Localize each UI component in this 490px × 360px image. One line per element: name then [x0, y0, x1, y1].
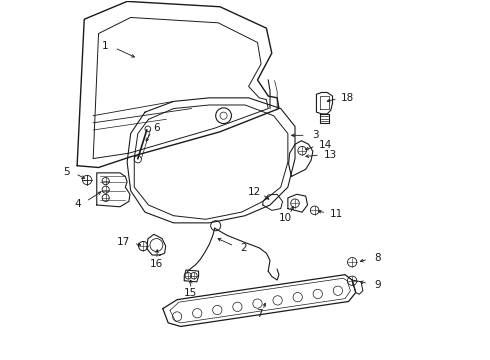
Text: 1: 1: [102, 41, 109, 51]
Text: 2: 2: [240, 243, 246, 253]
Text: 16: 16: [149, 258, 163, 269]
Text: 9: 9: [375, 280, 381, 290]
Text: 8: 8: [375, 253, 381, 263]
Text: 7: 7: [256, 310, 263, 319]
Text: 12: 12: [247, 187, 261, 197]
Text: 11: 11: [330, 209, 343, 219]
Text: 10: 10: [279, 213, 292, 223]
Text: 17: 17: [117, 237, 130, 247]
Text: 18: 18: [341, 93, 354, 103]
Text: 14: 14: [318, 140, 332, 150]
Text: 13: 13: [323, 149, 337, 159]
Text: 3: 3: [313, 130, 319, 140]
Text: 15: 15: [184, 288, 197, 298]
Text: 5: 5: [63, 167, 70, 177]
Text: 6: 6: [153, 123, 160, 133]
Text: 4: 4: [74, 199, 81, 209]
